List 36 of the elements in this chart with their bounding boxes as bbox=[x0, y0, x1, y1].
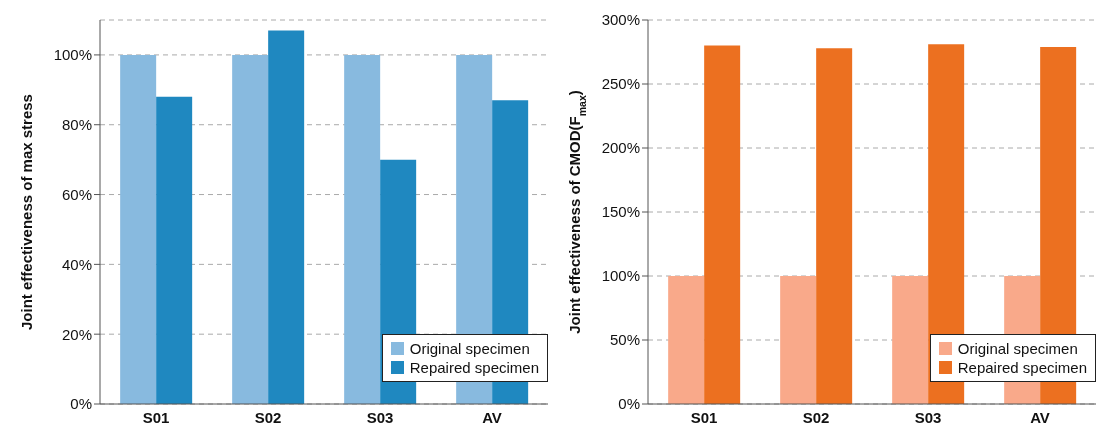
y-tick-label: 300% bbox=[601, 11, 640, 29]
y-axis-title: Joint effectiveness of max stress bbox=[18, 94, 35, 330]
legend-label: Repaired specimen bbox=[957, 358, 1087, 377]
y-tick-label: 0% bbox=[618, 395, 640, 413]
x-tick-label: S02 bbox=[802, 408, 830, 426]
y-tick-label: 150% bbox=[601, 203, 640, 221]
bar bbox=[816, 48, 853, 404]
y-tick-label: 60% bbox=[61, 185, 92, 203]
x-tick-label: AV bbox=[482, 408, 502, 426]
x-tick-label: S01 bbox=[690, 408, 718, 426]
y-tick-label: 0% bbox=[70, 395, 92, 413]
y-tick-label: 20% bbox=[61, 325, 92, 343]
y-tick-label: 250% bbox=[601, 75, 640, 93]
legend-label: Original specimen bbox=[409, 339, 530, 358]
y-tick-label: 200% bbox=[601, 139, 640, 157]
x-tick-label: AV bbox=[1030, 408, 1050, 426]
x-tick-label: S03 bbox=[914, 408, 942, 426]
bar bbox=[156, 96, 193, 404]
bar bbox=[892, 276, 929, 404]
legend-label: Original specimen bbox=[957, 339, 1078, 358]
bar bbox=[344, 54, 381, 404]
y-tick-label: 100% bbox=[601, 267, 640, 285]
x-tick-label: S01 bbox=[142, 408, 170, 426]
y-tick-label: 40% bbox=[61, 255, 92, 273]
y-tick-label: 100% bbox=[53, 46, 92, 64]
bar bbox=[668, 276, 705, 404]
bar bbox=[704, 45, 741, 404]
x-tick-label: S03 bbox=[366, 408, 394, 426]
legend-label: Repaired specimen bbox=[409, 358, 539, 377]
y-tick-label: 80% bbox=[61, 116, 92, 134]
bar bbox=[232, 54, 269, 404]
bar bbox=[780, 276, 817, 404]
bar bbox=[268, 30, 305, 404]
x-tick-label: S02 bbox=[254, 408, 282, 426]
bar bbox=[120, 54, 157, 404]
y-tick-label: 50% bbox=[609, 331, 640, 349]
